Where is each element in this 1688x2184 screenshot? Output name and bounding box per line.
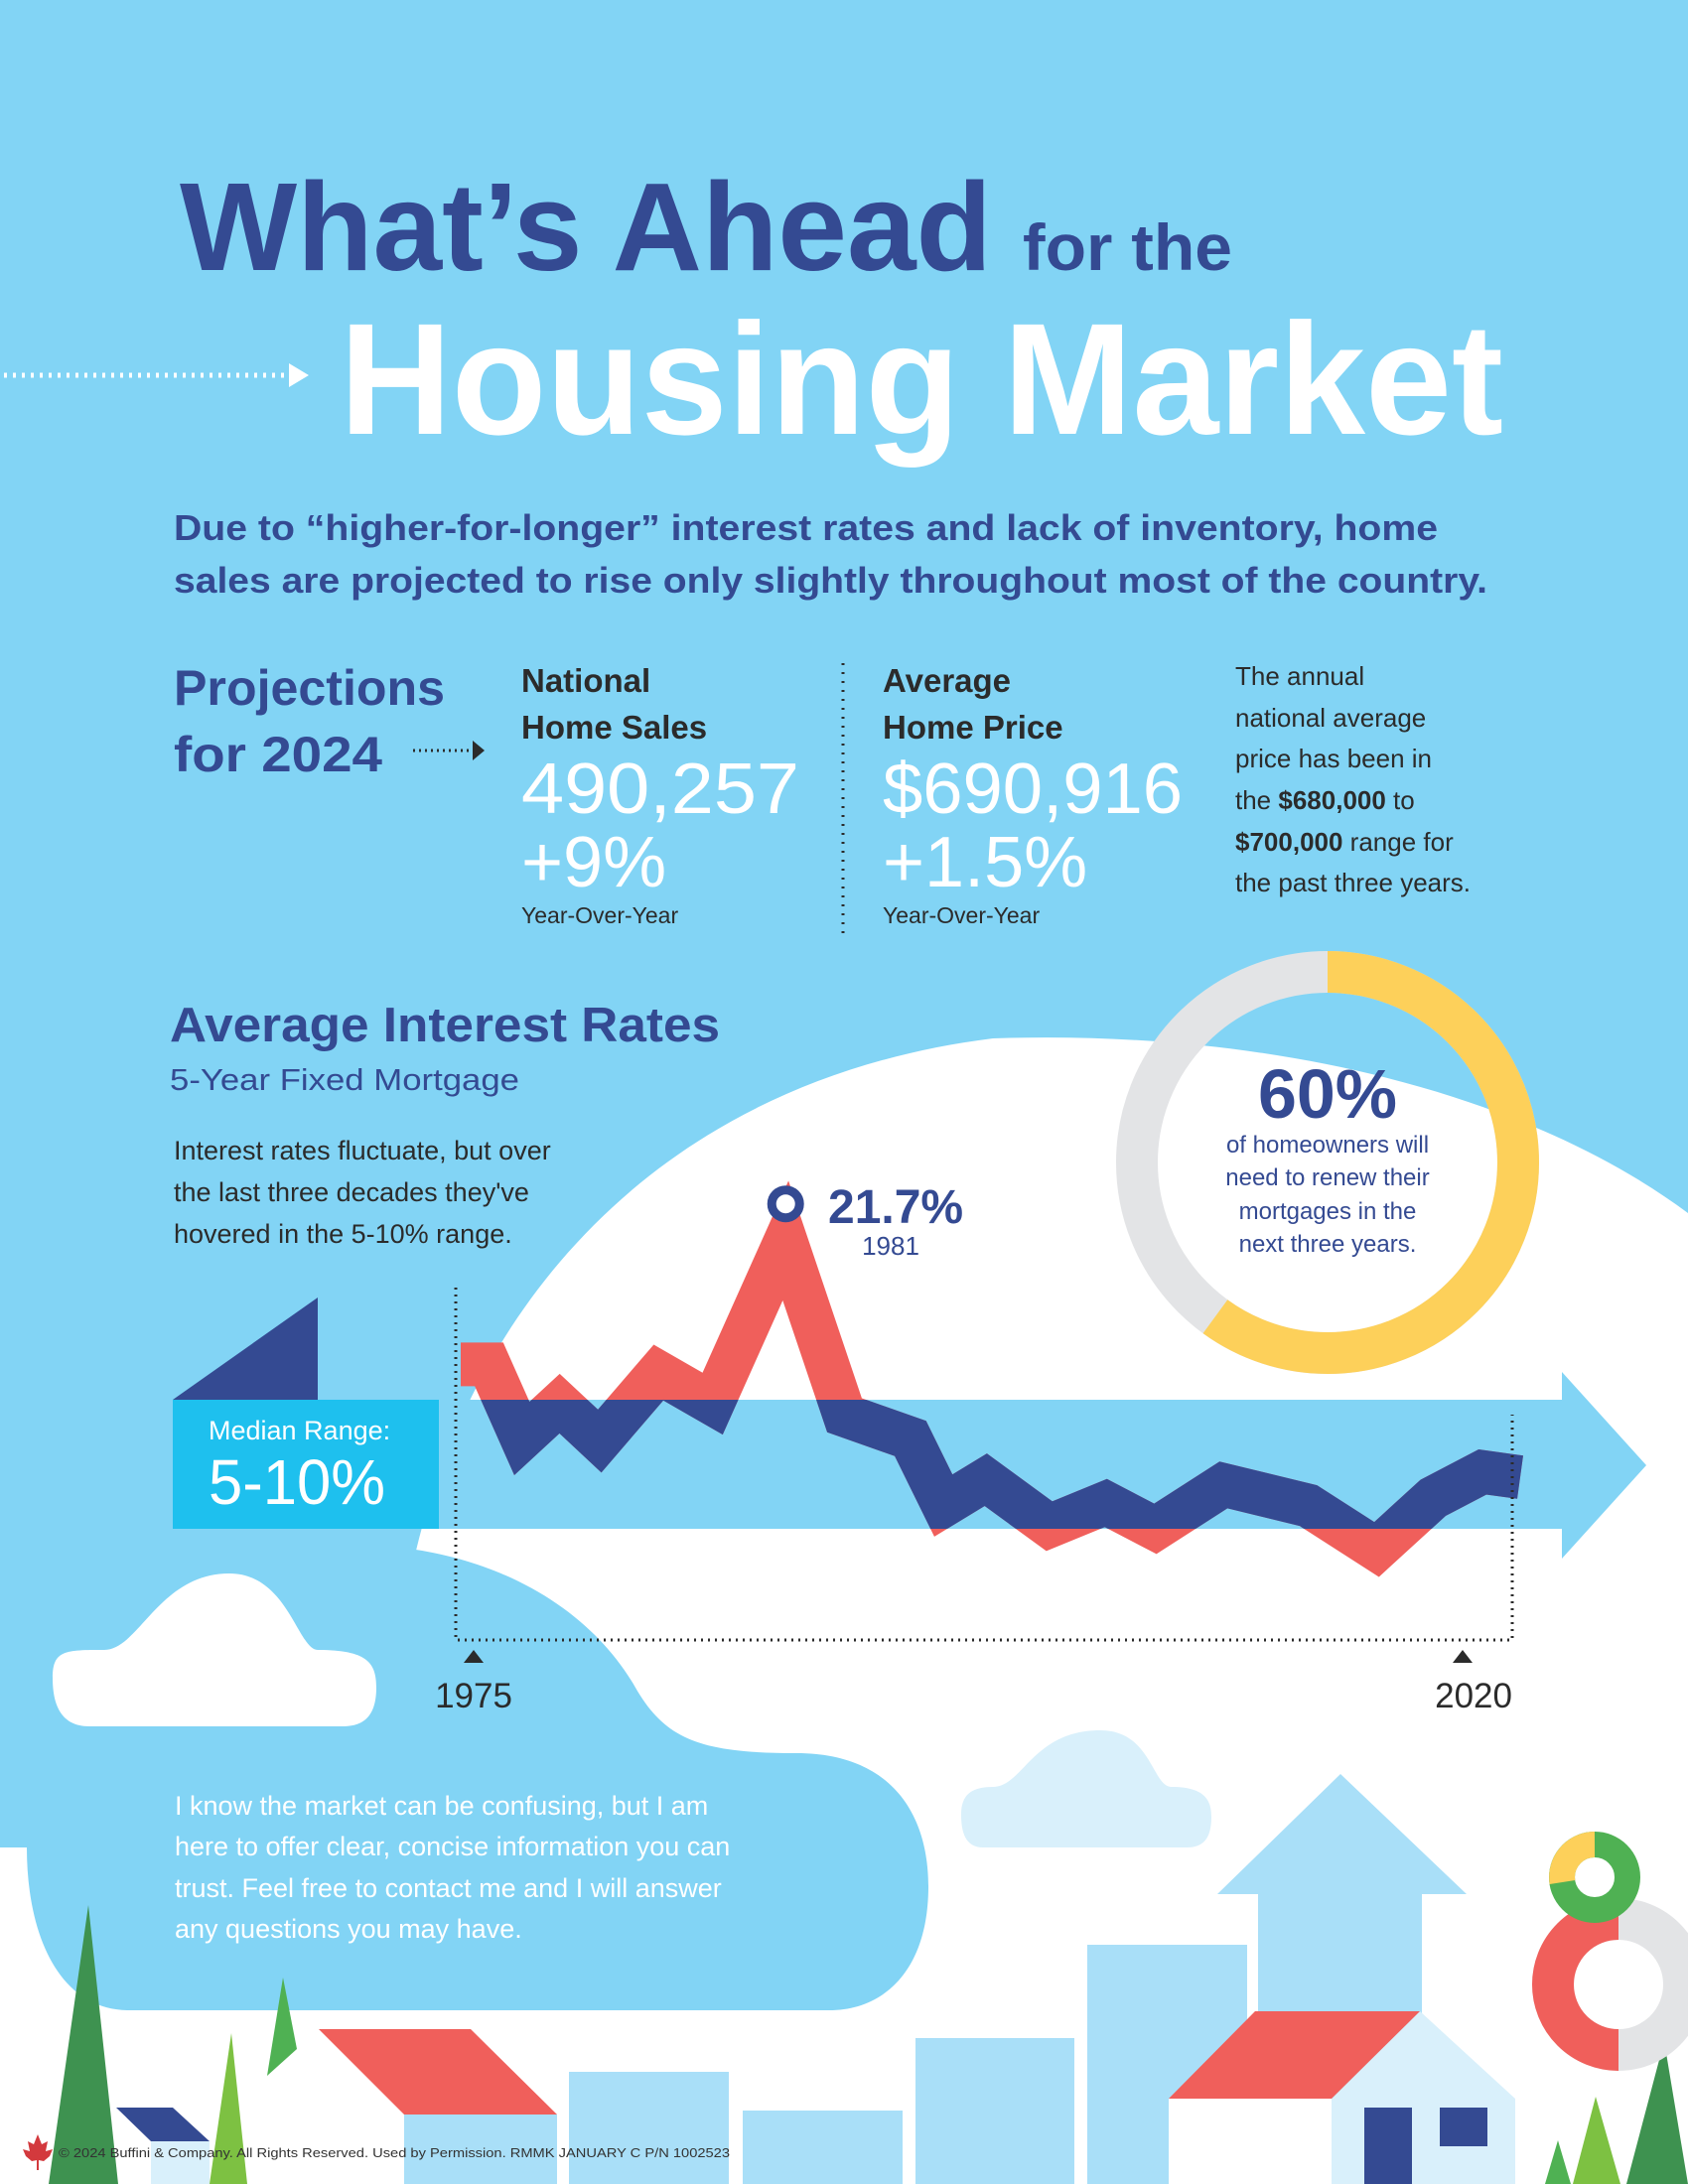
house-wall: [151, 2141, 210, 2184]
house-door: [1364, 2108, 1412, 2184]
note-line: The annual: [1235, 661, 1364, 691]
house-window: [1440, 2108, 1487, 2146]
building: [743, 2111, 903, 2184]
renewal-text-line: need to renew their: [1225, 1164, 1429, 1191]
building: [569, 2072, 729, 2184]
note-line: $700,000 range for: [1235, 827, 1454, 857]
cloud-icon: [53, 1573, 376, 1726]
description-line: hovered in the 5-10% range.: [174, 1219, 512, 1249]
stat-change: +9%: [521, 823, 666, 902]
stat-label: Average: [883, 662, 1011, 699]
closing-line: I know the market can be confusing, but …: [175, 1791, 708, 1821]
projections-heading: Projections: [174, 660, 445, 716]
note-line: national average: [1235, 703, 1426, 733]
note-line: price has been in: [1235, 744, 1432, 773]
stat-period: Year-Over-Year: [521, 902, 678, 928]
title-line-2: Housing Market: [340, 290, 1503, 468]
projections-heading: for 2024: [174, 727, 382, 782]
house-wall: [1169, 2099, 1332, 2184]
interest-rates-subtitle: 5-Year Fixed Mortgage: [170, 1062, 519, 1097]
renewal-donut-chart: 60% of homeowners will need to renew the…: [1116, 951, 1539, 1374]
tree-icon: [1573, 2097, 1620, 2184]
title-for-the: for the: [1023, 210, 1232, 284]
note-line: the $680,000 to: [1235, 785, 1415, 815]
closing-line: any questions you may have.: [175, 1914, 522, 1944]
decorative-donut-icon: [1549, 1832, 1640, 1923]
title-line-1: What’s Ahead: [180, 157, 992, 297]
stat-label: Home Sales: [521, 709, 707, 746]
subtitle-line: sales are projected to rise only slightl…: [174, 560, 1487, 601]
house-roof: [116, 2108, 210, 2141]
closing-line: here to offer clear, concise information…: [175, 1832, 730, 1861]
median-range-label: Median Range:: [209, 1416, 390, 1445]
home-sales-stat: National Home Sales 490,257 +9% Year-Ove…: [521, 662, 799, 928]
renewal-text-line: next three years.: [1239, 1231, 1417, 1258]
decorative-triangle: [173, 1297, 318, 1400]
interest-rate-chart: Median Range: 5-10% 1975 2020 21.7% 1981: [173, 1180, 1646, 1715]
maple-leaf-icon: [23, 2134, 53, 2170]
house-wall: [404, 2115, 557, 2184]
closing-line: trust. Feel free to contact me and I wil…: [175, 1873, 722, 1903]
stat-value: $690,916: [883, 750, 1183, 829]
description-line: Interest rates fluctuate, but over: [174, 1136, 551, 1165]
peak-value-label: 21.7%: [828, 1181, 963, 1234]
renewal-text-line: mortgages in the: [1239, 1198, 1417, 1225]
stat-label: National: [521, 662, 650, 699]
band-arrow-head-icon: [1562, 1372, 1646, 1559]
donut-filled-segment: [1116, 951, 1539, 1374]
rate-line-inside-band: [481, 1400, 1523, 1529]
x-tick-label: 2020: [1435, 1677, 1512, 1715]
tick-marker-icon: [1453, 1650, 1473, 1663]
tree-icon: [1545, 2140, 1571, 2184]
house-roof: [1169, 2011, 1420, 2099]
stat-change: +1.5%: [883, 823, 1087, 902]
peak-marker-icon: [767, 1185, 804, 1223]
tree-icon: [210, 2033, 247, 2184]
stat-period: Year-Over-Year: [883, 902, 1040, 928]
tree-icon: [267, 1978, 297, 2076]
building: [915, 2038, 1074, 2184]
median-range-value: 5-10%: [209, 1446, 385, 1518]
house-roof: [319, 2029, 557, 2115]
home-price-stat: Average Home Price $690,916 +1.5% Year-O…: [883, 662, 1183, 928]
subtitle-line: Due to “higher-for-longer” interest rate…: [174, 507, 1438, 548]
footer-copyright: © 2024 Buffini & Company. All Rights Res…: [59, 2145, 730, 2160]
median-range-box: [173, 1400, 439, 1529]
arrow-head-icon: [473, 741, 485, 760]
renewal-percent: 60%: [1258, 1055, 1397, 1133]
cityscape-illustration: [49, 1774, 1688, 2184]
tree-icon: [1626, 2041, 1688, 2184]
tree-icon: [49, 1905, 118, 2184]
tick-marker-icon: [464, 1650, 484, 1663]
closing-message: I know the market can be confusing, but …: [175, 1791, 730, 1944]
stat-label: Home Price: [883, 709, 1063, 746]
description-line: the last three decades they've: [174, 1177, 529, 1207]
interest-description: Interest rates fluctuate, but over the l…: [174, 1136, 551, 1249]
renewal-text-line: of homeowners will: [1226, 1132, 1429, 1159]
note-line: the past three years.: [1235, 868, 1471, 897]
arrow-head-icon: [289, 363, 309, 387]
stat-value: 490,257: [521, 750, 799, 829]
interest-rates-title: Average Interest Rates: [170, 999, 720, 1052]
cloud-icon: [961, 1730, 1211, 1847]
x-tick-label: 1975: [435, 1677, 512, 1715]
peak-year-label: 1981: [862, 1231, 919, 1261]
decorative-donut-icon: [1532, 1898, 1688, 2071]
price-range-note: The annual national average price has be…: [1235, 661, 1471, 897]
